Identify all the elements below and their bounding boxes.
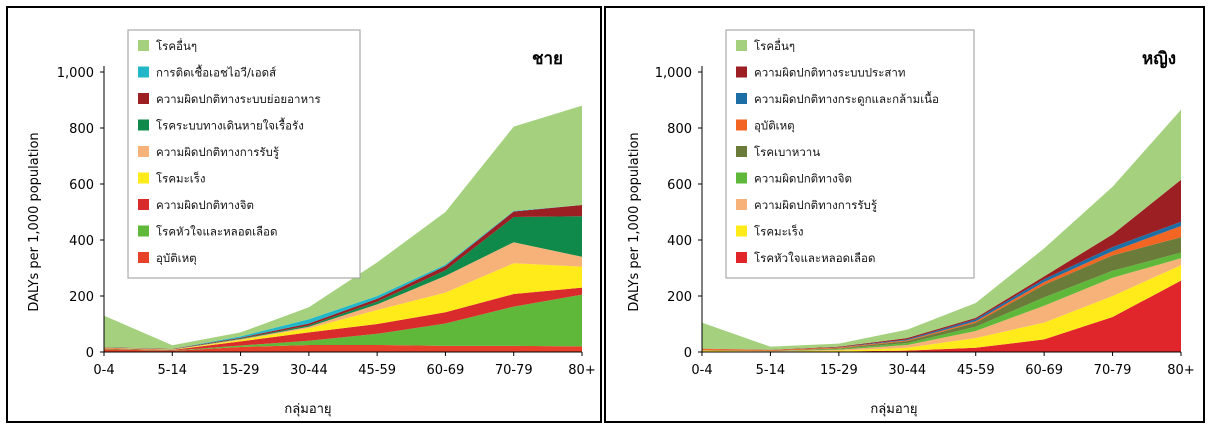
legend-label: อุบัติเหตุ <box>754 119 795 133</box>
x-tick-label: 30-44 <box>290 363 328 378</box>
x-tick-label: 45-59 <box>957 363 995 378</box>
area-series-9 <box>702 109 1181 350</box>
legend-box <box>127 29 361 279</box>
area-series-3 <box>104 287 582 351</box>
y-tick-label: 400 <box>667 234 692 249</box>
legend-swatch <box>138 66 149 78</box>
legend-label: โรคอื่นๆ <box>754 38 795 53</box>
legend-label: โรคมะเร็ง <box>754 224 804 239</box>
area-series-2 <box>702 265 1181 352</box>
x-tick-label: 80+ <box>1167 363 1194 378</box>
area-series-1 <box>702 280 1181 352</box>
legend-label: โรคมะเร็ง <box>156 171 206 186</box>
legend-box <box>725 29 975 279</box>
legend-swatch <box>736 172 747 184</box>
x-tick-label: 15-29 <box>222 363 260 378</box>
area-series-2 <box>104 294 582 351</box>
area-series-group <box>104 105 582 352</box>
y-tick-label: 200 <box>69 290 94 305</box>
x-tick-label: 30-44 <box>888 363 926 378</box>
chart-title: ชาย <box>532 49 563 69</box>
legend-label: การติดเชื้อเอชไอวี/เอดส์ <box>156 65 276 80</box>
area-series-4 <box>104 263 582 351</box>
x-tick-label: 5-14 <box>158 363 188 378</box>
legend-label: ความผิดปกติทางการรับรู้ <box>754 198 877 212</box>
area-series-1 <box>104 345 582 352</box>
y-tick-label: 600 <box>69 178 94 193</box>
y-tick-label: 0 <box>684 346 692 361</box>
y-tick-label: 1,000 <box>655 66 692 81</box>
legend-swatch <box>736 199 747 210</box>
male-chart-panel: ชาย DALYs per 1,000 population กลุ่มอายุ… <box>6 6 602 423</box>
legend-swatch <box>736 40 747 51</box>
legend-swatch <box>138 199 149 210</box>
legend-swatch <box>736 252 747 263</box>
x-tick-label: 60-69 <box>1025 363 1063 378</box>
area-series-6 <box>104 216 582 350</box>
female-area-chart: หญิง DALYs per 1,000 population กลุ่มอาย… <box>627 29 1195 417</box>
area-series-9 <box>104 105 582 349</box>
legend-label: โรคเบาหวาน <box>754 145 820 159</box>
legend-label: ความผิดปกติทางกระดูกและกล้ามเนื้อ <box>754 91 939 106</box>
legend-label: ความผิดปกติทางการรับรู้ <box>156 145 279 159</box>
axes: 0 200 400 600 800 1,000 0-4 5-14 15-29 30-44 45-59… <box>57 66 596 378</box>
x-tick-label: 45-59 <box>358 363 396 378</box>
x-tick-label: 15-29 <box>820 363 858 378</box>
legend-swatch <box>736 66 747 78</box>
x-axis-label: กลุ่มอายุ <box>284 402 331 417</box>
legend-label: อุบัติเหตุ <box>156 251 197 265</box>
y-tick-label: 400 <box>69 234 94 249</box>
legend-swatch <box>138 146 149 157</box>
x-tick-label: 0-4 <box>93 363 114 378</box>
legend-label: โรคระบบทางเดินหายใจเรื้อรัง <box>156 118 304 133</box>
y-tick-label: 200 <box>667 290 692 305</box>
x-tick-label: 80+ <box>568 363 595 378</box>
legend-swatch <box>138 225 149 237</box>
legend-swatch <box>138 252 149 263</box>
legend-label: ความผิดปกติทางจิต <box>754 172 852 186</box>
area-series-group <box>702 109 1181 352</box>
x-tick-label: 70-79 <box>495 363 533 378</box>
legend-label: โรคหัวใจและหลอดเลือด <box>754 251 875 265</box>
legend-label: โรคอื่นๆ <box>156 38 197 53</box>
x-tick-label: 0-4 <box>691 363 712 378</box>
legend-swatch <box>736 119 747 131</box>
legend-swatch <box>138 172 149 184</box>
axes: 0 200 400 600 800 1,000 0-4 5-14 15-29 30-44 45-59… <box>655 66 1195 378</box>
y-axis-label: DALYs per 1,000 population <box>627 132 642 311</box>
legend-label: โรคหัวใจและหลอดเลือด <box>156 225 277 239</box>
legend-label: ความผิดปกติทางจิต <box>156 198 254 212</box>
legend: โรคอื่นๆความผิดปกติทางระบบประสาทความผิดป… <box>725 29 975 279</box>
legend-swatch <box>138 119 149 131</box>
female-chart-panel: หญิง DALYs per 1,000 population กลุ่มอาย… <box>604 6 1205 423</box>
legend-swatch <box>138 93 149 104</box>
legend: โรคอื่นๆการติดเชื้อเอชไอวี/เอดส์ความผิดป… <box>127 29 361 279</box>
x-axis-label: กลุ่มอายุ <box>870 402 917 417</box>
legend-swatch <box>736 225 747 237</box>
legend-swatch <box>138 40 149 51</box>
male-area-chart: ชาย DALYs per 1,000 population กลุ่มอายุ… <box>27 29 596 417</box>
area-series-5 <box>104 242 582 350</box>
legend-label: ความผิดปกติทางระบบประสาท <box>754 66 905 80</box>
legend-swatch <box>736 146 747 157</box>
x-tick-label: 70-79 <box>1094 363 1132 378</box>
y-tick-label: 800 <box>667 122 692 137</box>
y-axis-label: DALYs per 1,000 population <box>27 132 42 311</box>
legend-swatch <box>736 93 747 104</box>
y-tick-label: 1,000 <box>57 66 94 81</box>
y-tick-label: 800 <box>69 122 94 137</box>
y-tick-label: 600 <box>667 178 692 193</box>
chart-title: หญิง <box>1142 49 1176 69</box>
x-tick-label: 60-69 <box>427 363 465 378</box>
y-tick-label: 0 <box>86 346 94 361</box>
legend-label: ความผิดปกติทางระบบย่อยอาหาร <box>156 92 321 106</box>
x-tick-label: 5-14 <box>756 363 786 378</box>
area-series-3 <box>702 258 1181 352</box>
